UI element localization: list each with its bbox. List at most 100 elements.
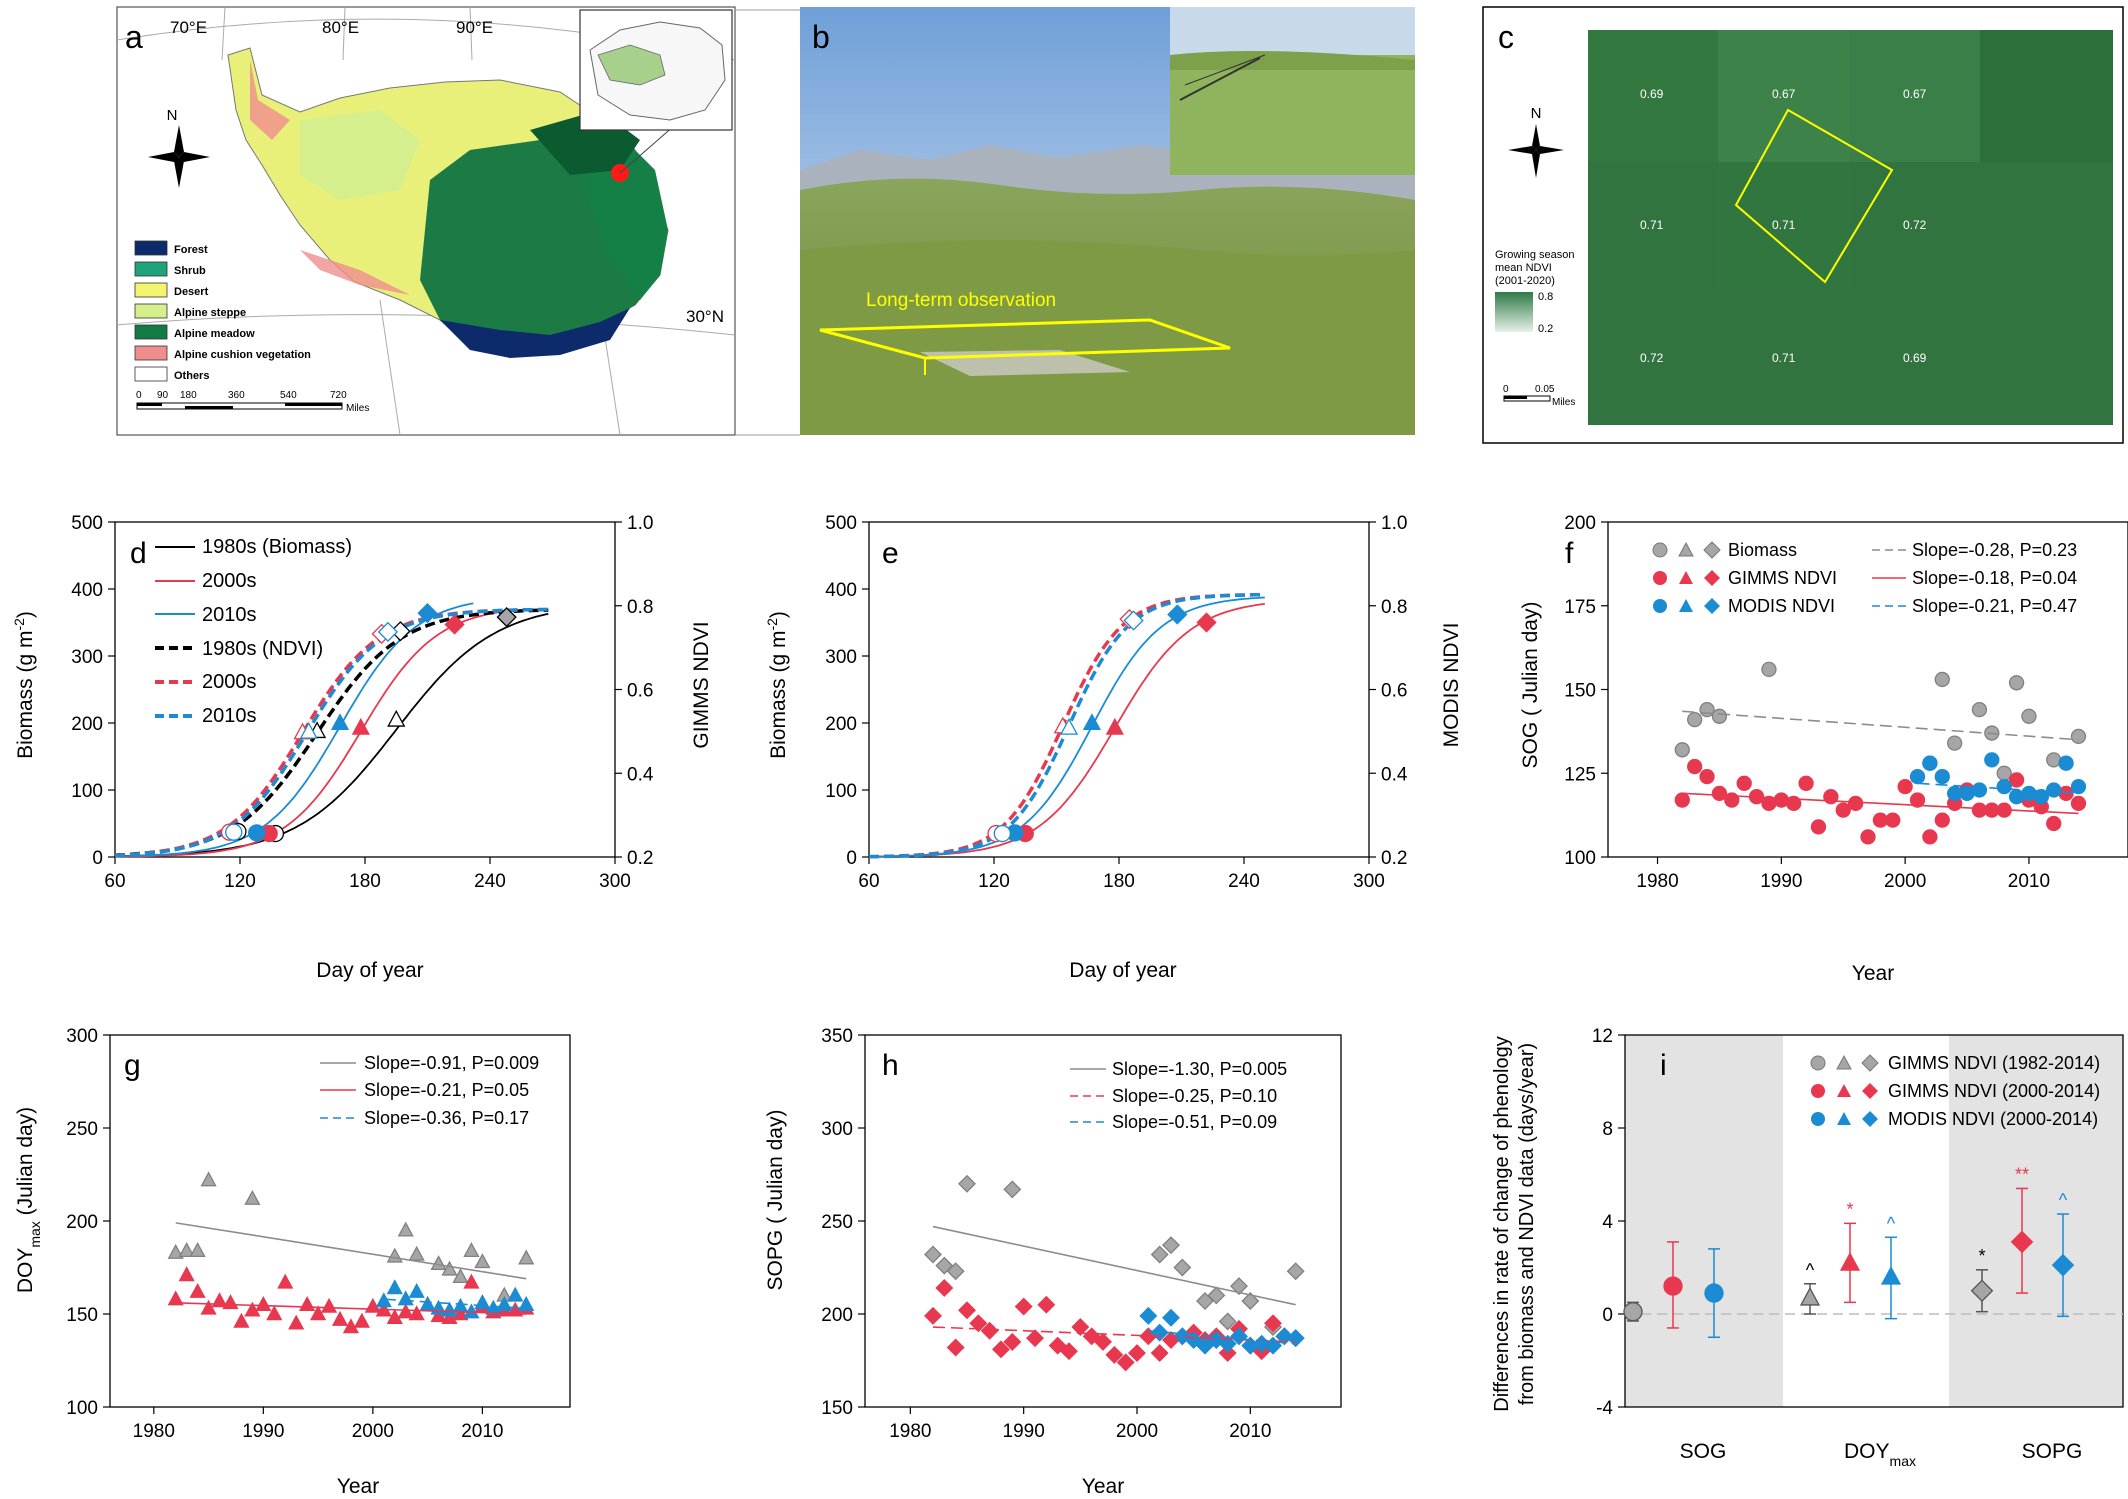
marker-ndvi-diamond (377, 621, 399, 642)
panel-g: 1980 1990 2000 2010 100 150 200 250 300 g Year D… (14, 1026, 571, 1498)
point-gray-2006 (1971, 701, 1988, 718)
svg-text:0.69: 0.69 (1640, 87, 1664, 101)
svg-text:N: N (1531, 105, 1542, 122)
slope-label-biomass: Slope=-0.28, P=0.23 (1912, 540, 2077, 560)
x-tick-label: 240 (1228, 871, 1260, 892)
point-gray-1982 (924, 1245, 942, 1264)
y2-tick-label: 0.8 (627, 597, 653, 618)
svg-text:0: 0 (1503, 384, 1509, 395)
map-scale-bar: 0 90 180 360 540 720 Miles (136, 390, 369, 414)
point-red-2003 (1934, 812, 1950, 828)
x-tick-label: 180 (349, 871, 381, 892)
x-tick-label: 2000 (1884, 871, 1926, 892)
panel-c-letter: c (1498, 19, 1514, 55)
y-tick-label: 250 (66, 1119, 98, 1140)
point-red-1989 (244, 1301, 261, 1317)
marker-biomass-diamond (1196, 612, 1217, 633)
legend-label-others: Others (174, 370, 209, 382)
category-doymax: DOYmax (1844, 1440, 1916, 1469)
y-tick-label: 300 (821, 1119, 853, 1140)
panel-h-ylabel: SOPG ( Julian day) (764, 1110, 787, 1291)
panel-e-xlabel: Day of year (1069, 959, 1176, 982)
point-red-1992 (277, 1273, 294, 1289)
point-red-2008 (1218, 1344, 1237, 1363)
point-red-1991 (1026, 1329, 1044, 1348)
y-tick-label: 150 (821, 1398, 853, 1419)
marker-ndvi-triangle (299, 721, 318, 739)
trend-line-blue (383, 1298, 527, 1310)
x-tick-label: 60 (858, 871, 879, 892)
point-red-1988 (992, 1340, 1010, 1359)
svg-text:0.67: 0.67 (1772, 87, 1796, 101)
marker-ndvi-triangle (1059, 717, 1079, 735)
y2-tick-label: 0.4 (1381, 764, 1408, 785)
point-red-2013 (507, 1301, 524, 1317)
legend-biomass: Biomass (1728, 540, 1797, 560)
north-arrow-icon: N (148, 107, 210, 188)
point-red-1985 (958, 1301, 976, 1320)
point-blue-2010 (474, 1294, 491, 1310)
point-blue-2003 (1934, 768, 1950, 785)
point-red-1987 (222, 1294, 239, 1310)
plot-footprint-outline (1734, 108, 1894, 284)
x-tick-label: 60 (104, 871, 125, 892)
point-gray-2008 (452, 1268, 469, 1284)
panel-e-y2label: MODIS NDVI (1440, 623, 1463, 748)
map-legend: Forest Shrub Desert Alpine steppe Alpine… (134, 240, 311, 382)
point-gray-1984 (946, 1262, 965, 1281)
point-gray-1989 (1761, 661, 1777, 678)
lat-label-30: 30°N (686, 307, 724, 326)
point-gray-2007 (441, 1260, 458, 1276)
marker-biomass-diamond (417, 603, 438, 624)
point-red-2000 (1128, 1344, 1146, 1363)
slope-label-h-1: Slope=-1.30, P=0.005 (1112, 1059, 1287, 1079)
point-red-1998 (342, 1318, 360, 1334)
point-red-1999 (353, 1312, 370, 1328)
point-blue-2006 (1971, 782, 1988, 798)
point-red-2001 (1909, 792, 1926, 808)
estimate-gray-diamond (1970, 1279, 1994, 1303)
point-red-2000 (1897, 779, 1913, 795)
lon-label-80: 80°E (322, 18, 359, 37)
point-red-1995 (1835, 802, 1851, 818)
north-arrow-icon: N (1508, 105, 1564, 178)
svg-text:180: 180 (180, 390, 197, 401)
point-blue-2004 (408, 1282, 425, 1298)
point-red-1990 (255, 1295, 272, 1311)
point-gray-1983 (1687, 712, 1703, 728)
point-red-1995 (310, 1305, 327, 1321)
legend-1980s-ndvi: 1980s (NDVI) (202, 638, 323, 660)
svg-text:0: 0 (136, 390, 142, 401)
point-blue-2013 (2058, 755, 2074, 771)
point-red-1984 (1699, 768, 1715, 785)
shade-sog (1625, 1035, 1783, 1407)
trend-line-gray (932, 1225, 1296, 1306)
curve-ndvi-2010s (114, 607, 549, 858)
trend-line-gray (1682, 710, 2079, 741)
svg-text:0.71: 0.71 (1772, 218, 1796, 232)
panel-f-legend: Biomass GIMMS NDVI MODIS NDVI Slope=-0.2… (1652, 540, 2077, 616)
legend-2000s-ndvi: 2000s (202, 671, 257, 693)
y-tick-label: 150 (1564, 681, 1596, 702)
x-tick-label: 1980 (133, 1421, 175, 1442)
point-red-1987 (1736, 775, 1752, 791)
point-gray-1983 (178, 1242, 195, 1258)
trend-line-blue (1148, 1329, 1296, 1345)
y2-tick-label: 1.0 (1381, 513, 1407, 534)
panel-h-xlabel: Year (1082, 1475, 1124, 1498)
point-blue-2013 (1275, 1327, 1294, 1346)
x-tick-label: 240 (474, 871, 506, 892)
point-gray-1989 (1003, 1180, 1022, 1199)
panel-i-letter: i (1660, 1049, 1667, 1082)
x-tick-label: 1990 (1003, 1421, 1045, 1442)
panel-f-letter: f (1565, 537, 1574, 570)
lon-label-90: 90°E (456, 18, 493, 37)
estimate-blue-triangle (1880, 1265, 1902, 1285)
x-tick-label: 300 (1353, 871, 1385, 892)
ndvi-color-ramp (1495, 292, 1533, 332)
point-gray-2004 (1947, 735, 1963, 751)
legend-2010s-ndvi: 2010s (202, 705, 257, 727)
svg-text:Miles: Miles (346, 403, 369, 414)
trend-line-blue (1917, 782, 2079, 795)
point-gray-1984 (189, 1242, 206, 1258)
